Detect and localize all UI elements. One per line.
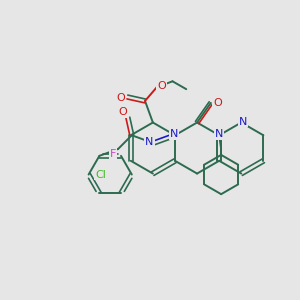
Text: O: O — [116, 93, 125, 103]
Text: Cl: Cl — [95, 169, 106, 179]
Text: O: O — [118, 107, 127, 117]
Text: O: O — [157, 81, 166, 91]
Text: N: N — [239, 116, 248, 127]
Text: F: F — [110, 149, 116, 159]
Text: N: N — [215, 129, 224, 139]
Text: N: N — [145, 137, 154, 147]
Text: O: O — [213, 98, 222, 108]
Text: N: N — [170, 129, 178, 139]
